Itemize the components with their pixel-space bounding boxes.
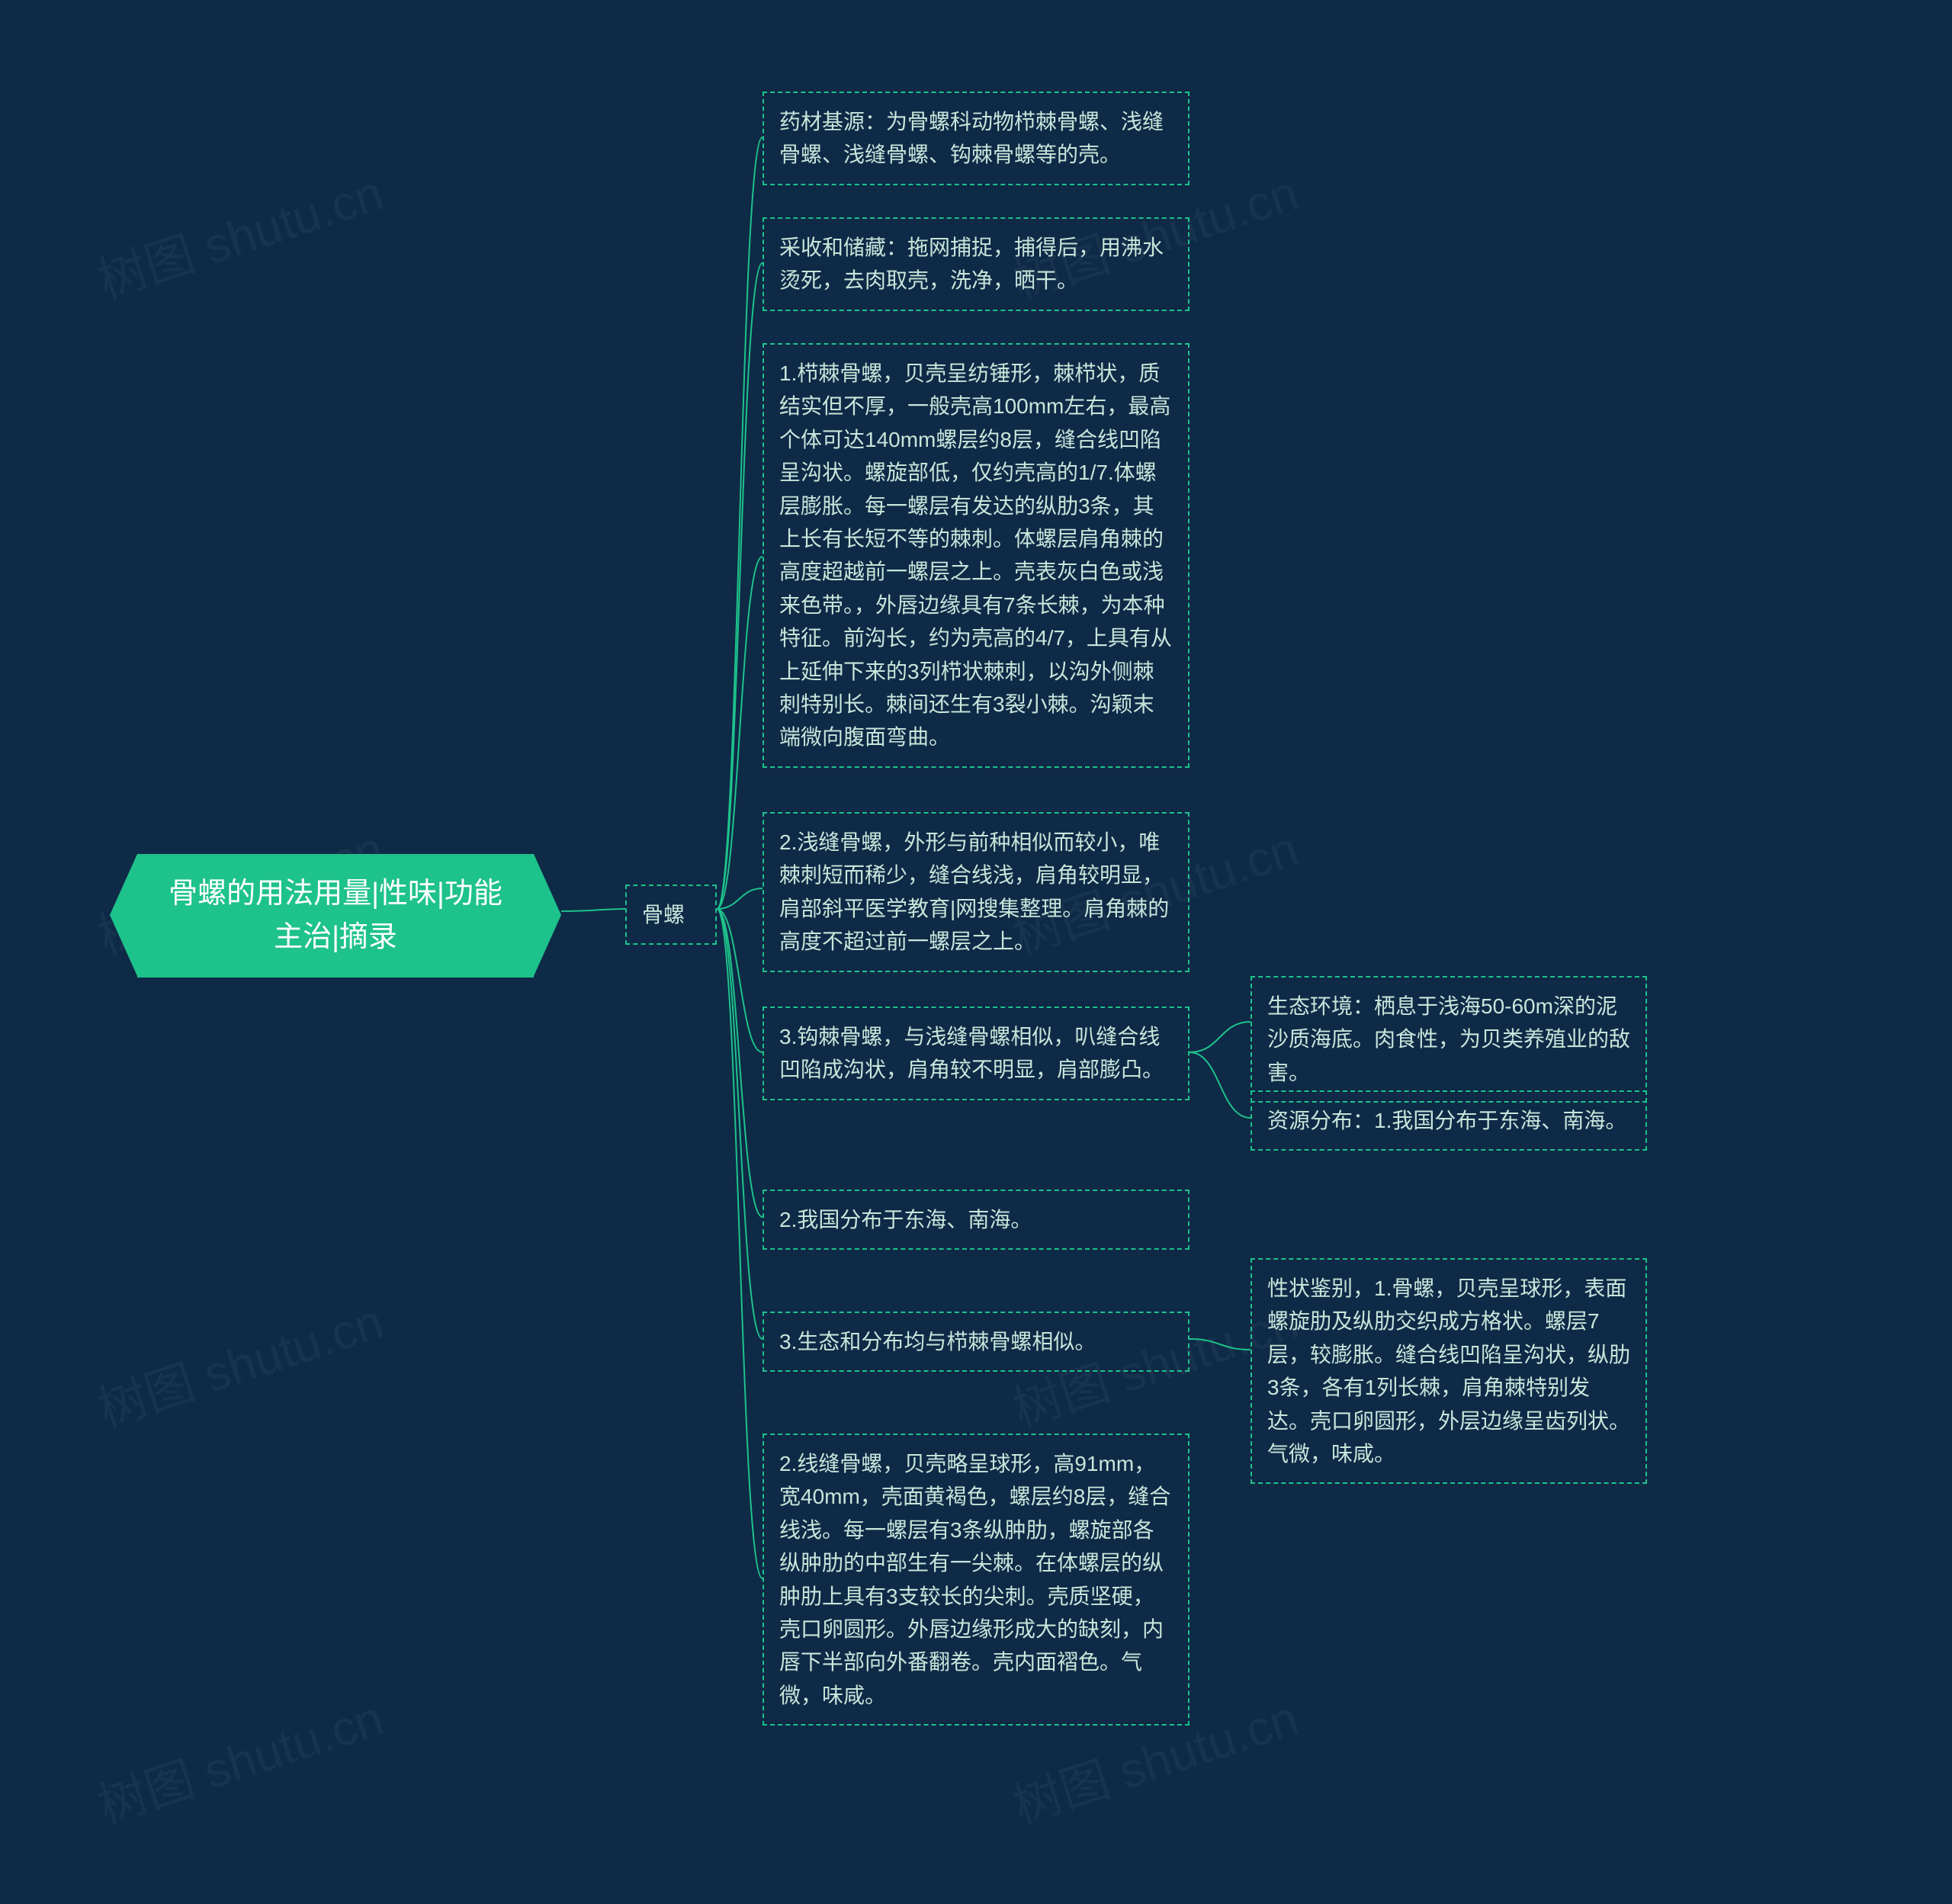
- node-desc-1[interactable]: 1.栉棘骨螺，贝壳呈纺锤形，棘栉状，质结实但不厚，一般壳高100mm左右，最高个…: [762, 343, 1190, 768]
- node-guluo[interactable]: 骨螺: [625, 885, 717, 945]
- watermark: 树图 shutu.cn: [88, 1283, 390, 1440]
- node-harvest[interactable]: 采收和储藏：拖网捕捉，捕得后，用沸水烫死，去肉取壳，洗净，晒干。: [762, 217, 1190, 311]
- node-source[interactable]: 药材基源：为骨螺科动物栉棘骨螺、浅缝骨螺、浅缝骨螺、钩棘骨螺等的壳。: [762, 92, 1190, 185]
- node-eco-3[interactable]: 3.生态和分布均与栉棘骨螺相似。: [762, 1312, 1190, 1372]
- watermark: 树图 shutu.cn: [88, 154, 390, 312]
- node-desc-3[interactable]: 3.钩棘骨螺，与浅缝骨螺相似，叭缝合线凹陷成沟状，肩角较不明显，肩部膨凸。: [762, 1007, 1190, 1100]
- watermark: 树图 shutu.cn: [88, 1679, 390, 1837]
- node-habitat[interactable]: 生态环境：栖息于浅海50-60m深的泥沙质海底。肉食性，为贝类养殖业的敌害。: [1250, 976, 1647, 1103]
- node-desc-2[interactable]: 2.浅缝骨螺，外形与前种相似而较小，唯棘刺短而稀少，缝合线浅，肩角较明显，肩部斜…: [762, 812, 1190, 972]
- node-desc-line[interactable]: 2.线缝骨螺，贝壳略呈球形，高91mm，宽40mm，壳面黄褐色，螺层约8层，缝合…: [762, 1434, 1190, 1726]
- node-identify[interactable]: 性状鉴别，1.骨螺，贝壳呈球形，表面螺旋肋及纵肋交织成方格状。螺层7层，较膨胀。…: [1250, 1258, 1647, 1484]
- node-resource[interactable]: 资源分布：1.我国分布于东海、南海。: [1250, 1090, 1647, 1151]
- node-dist-2[interactable]: 2.我国分布于东海、南海。: [762, 1190, 1190, 1250]
- root-node[interactable]: 骨螺的用法用量|性味|功能主治|摘录: [137, 854, 534, 978]
- mindmap-canvas: 树图 shutu.cn 树图 shutu.cn 树图 shutu.cn 树图 s…: [0, 0, 1952, 1904]
